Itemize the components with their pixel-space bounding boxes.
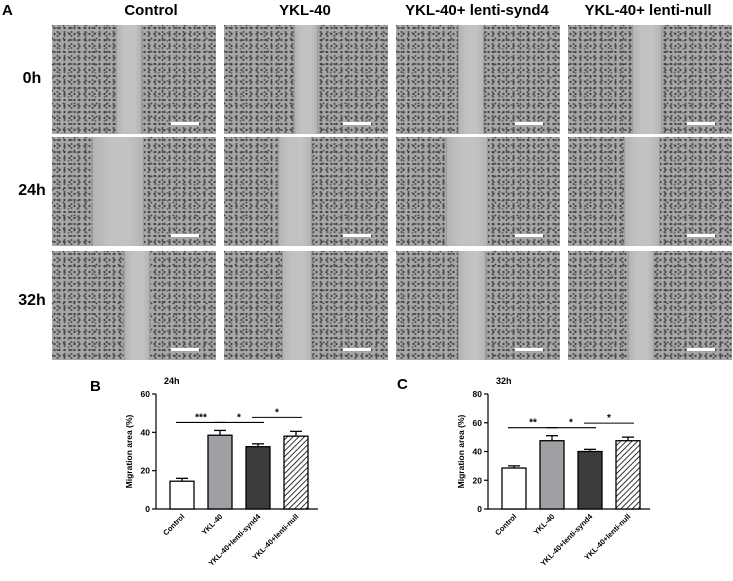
column-header-ykl40: YKL-40 xyxy=(279,2,331,19)
chart-c-bar-control xyxy=(501,467,527,510)
chart-c-sig-label-1: * xyxy=(569,418,573,429)
micrograph-control-32h xyxy=(52,251,216,360)
chart-c-x-tick-label-control: Control xyxy=(493,512,518,537)
chart-c-y-tick-label-20: 20 xyxy=(473,475,483,485)
chart-c-bar-lenti-synd4 xyxy=(577,450,603,510)
micrograph-ykl40-32h xyxy=(224,251,388,360)
chart-24h: 24h 0 20 40 60 Migration area (%) Control YKL-4… xyxy=(124,376,318,568)
chart-b-y-tick-label-60: 60 xyxy=(141,389,151,399)
chart-32h: 32h 0 20 40 60 80 Migration area (%) Control YKL… xyxy=(456,376,650,568)
micrograph-ykl40-24h xyxy=(224,137,388,246)
chart-c-y-axis-label: Migration area (%) xyxy=(456,414,466,488)
column-header-lenti-null: YKL-40+ lenti-null xyxy=(584,2,712,19)
chart-b-y-axis-label: Migration area (%) xyxy=(124,414,134,488)
chart-c-title: 32h xyxy=(496,376,512,386)
chart-c-x-tick-label-ykl40: YKL-40 xyxy=(532,512,557,537)
column-header-control: Control xyxy=(124,2,178,19)
chart-c-y-tick-label-0: 0 xyxy=(477,504,482,514)
chart-c-sig-label-0: ** xyxy=(529,418,537,429)
chart-b-x-tick-label-control: Control xyxy=(161,512,186,537)
panel-label-c: C xyxy=(397,376,408,393)
chart-c-bar-lenti-null xyxy=(615,440,641,510)
chart-b-title: 24h xyxy=(164,376,180,386)
micrograph-lenti-synd4-0h xyxy=(396,25,560,134)
row-header-24h: 24h xyxy=(18,182,46,199)
row-header-0h: 0h xyxy=(22,70,42,87)
chart-b-y-tick-label-40: 40 xyxy=(141,427,151,437)
chart-b-sig-label-1: * xyxy=(237,412,241,423)
chart-b-bar-lenti-null xyxy=(283,435,309,510)
micrograph-lenti-synd4-32h xyxy=(396,251,560,360)
chart-b-y-tick-label-20: 20 xyxy=(141,466,151,476)
chart-b-sig-label-2: * xyxy=(275,407,279,418)
chart-b-bar-control xyxy=(169,480,195,510)
column-header-lenti-synd4: YKL-40+ lenti-synd4 xyxy=(405,2,549,19)
chart-b-y-tick-label-0: 0 xyxy=(145,504,150,514)
chart-c-sig-label-2: * xyxy=(607,413,611,424)
micrograph-lenti-synd4-24h xyxy=(396,137,560,246)
panel-label-a: A xyxy=(2,2,13,19)
micrograph-lenti-null-32h xyxy=(568,251,732,360)
chart-b-x-tick-label-ykl40: YKL-40 xyxy=(200,512,225,537)
chart-c-bar-ykl40 xyxy=(539,440,565,510)
panel-label-b: B xyxy=(90,378,101,395)
micrograph-lenti-null-24h xyxy=(568,137,732,246)
micrograph-control-24h xyxy=(52,137,216,246)
chart-b-sig-label-0: *** xyxy=(195,412,207,423)
chart-c-y-tick-label-40: 40 xyxy=(473,447,483,457)
micrograph-ykl40-0h xyxy=(224,25,388,134)
micrograph-control-0h xyxy=(52,25,216,134)
row-header-32h: 32h xyxy=(18,292,46,309)
chart-c-y-tick-label-60: 60 xyxy=(473,418,483,428)
chart-b-bar-ykl40 xyxy=(207,434,233,510)
chart-b-bar-lenti-synd4 xyxy=(245,446,271,510)
micrograph-lenti-null-0h xyxy=(568,25,732,134)
chart-c-y-tick-label-80: 80 xyxy=(473,389,483,399)
